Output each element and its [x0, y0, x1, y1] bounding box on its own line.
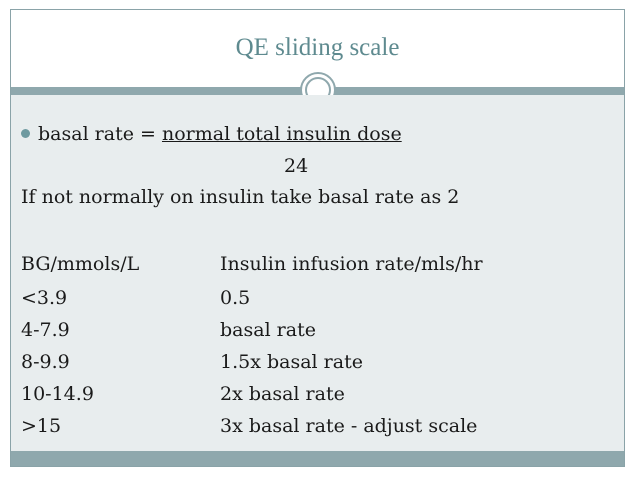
table-row: 4-7.9 basal rate — [21, 319, 611, 345]
row-bg: >15 — [21, 415, 62, 437]
row-rate: basal rate — [220, 319, 316, 341]
bullet-dot-icon — [21, 128, 30, 138]
table-header-row: BG/mmols/L Insulin infusion rate/mls/hr — [21, 253, 611, 279]
footer-band — [11, 451, 624, 466]
row-bg: 10-14.9 — [21, 383, 94, 405]
slide-frame: QE sliding scale basal rate = normal tot… — [10, 9, 625, 467]
table-row: 8-9.9 1.5x basal rate — [21, 351, 611, 377]
formula-numerator: normal total insulin dose — [161, 123, 402, 145]
formula-prefix: basal rate = — [38, 123, 162, 145]
formula-denominator: 24 — [284, 155, 309, 177]
slide-content: basal rate = normal total insulin dose 2… — [11, 95, 624, 451]
row-rate: 2x basal rate — [220, 383, 345, 405]
header-bg: BG/mmols/L — [21, 253, 140, 275]
row-rate: 0.5 — [220, 287, 251, 309]
bullet-formula-line: basal rate = normal total insulin dose — [21, 123, 402, 145]
row-bg: 8-9.9 — [21, 351, 70, 373]
table-row: >15 3x basal rate - adjust scale — [21, 415, 611, 441]
note-line: If not normally on insulin take basal ra… — [21, 186, 460, 208]
table-row: <3.9 0.5 — [21, 287, 611, 313]
table-row: 10-14.9 2x basal rate — [21, 383, 611, 409]
row-rate: 3x basal rate - adjust scale — [220, 415, 478, 437]
row-bg: <3.9 — [21, 287, 68, 309]
slide-title: QE sliding scale — [235, 34, 400, 61]
row-bg: 4-7.9 — [21, 319, 70, 341]
row-rate: 1.5x basal rate — [220, 351, 363, 373]
header-rate: Insulin infusion rate/mls/hr — [220, 253, 483, 275]
